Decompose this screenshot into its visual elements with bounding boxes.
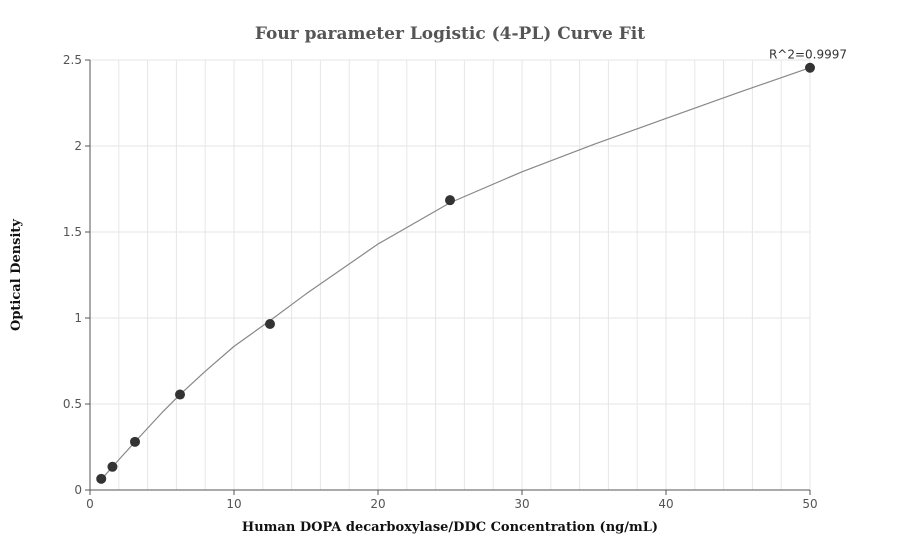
x-tick-label: 50	[802, 497, 817, 511]
y-tick-label: 1	[74, 311, 82, 325]
r-squared-annotation: R^2=0.9997	[769, 48, 847, 62]
x-tick-label: 10	[226, 497, 241, 511]
grid	[89, 59, 811, 491]
x-tick-label: 0	[86, 497, 94, 511]
data-point	[445, 195, 455, 206]
data-point	[175, 389, 185, 400]
y-axis-label: Optical Density	[9, 219, 24, 331]
y-tick-label: 0	[74, 483, 82, 497]
chart-title: Four parameter Logistic (4-PL) Curve Fit	[255, 24, 645, 44]
fit-curve-layer	[100, 67, 811, 481]
x-tick-label: 30	[514, 497, 529, 511]
y-tick-label: 0.5	[63, 397, 82, 411]
data-point	[107, 461, 118, 472]
axes	[85, 59, 811, 495]
x-tick-label: 40	[658, 497, 673, 511]
data-point	[96, 473, 107, 484]
data-points-layer	[96, 62, 815, 484]
fit-curve	[100, 67, 811, 481]
data-point	[265, 319, 275, 330]
y-tick-label: 2.5	[63, 53, 82, 67]
x-tick-label: 20	[370, 497, 385, 511]
y-tick-label: 1.5	[63, 225, 82, 239]
data-point	[130, 436, 140, 447]
tick-labels: 0 10 20 30 40 50 0 0.5 1 1.5 2 2.5	[63, 53, 818, 511]
data-point	[805, 62, 815, 73]
y-tick-label: 2	[74, 139, 82, 153]
x-axis-label: Human DOPA decarboxylase/DDC Concentrati…	[242, 520, 658, 535]
